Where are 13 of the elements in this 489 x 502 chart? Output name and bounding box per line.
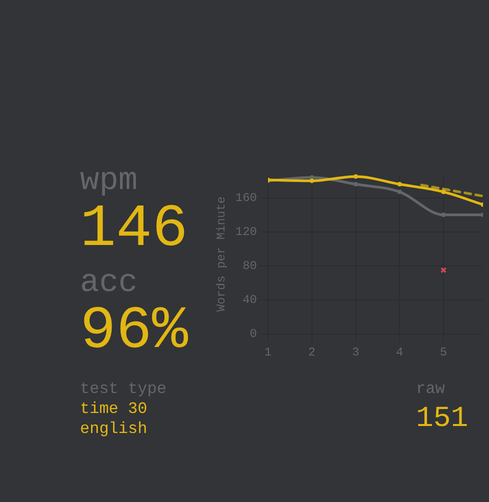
point bbox=[441, 190, 446, 194]
text: 151 bbox=[416, 402, 468, 435]
point bbox=[397, 190, 402, 194]
text: english bbox=[80, 419, 148, 439]
text: 146 bbox=[80, 196, 188, 264]
point bbox=[353, 174, 358, 179]
point bbox=[310, 178, 314, 184]
point bbox=[397, 182, 402, 187]
text: 96% bbox=[80, 298, 188, 366]
text: time 30 bbox=[80, 399, 148, 419]
point bbox=[441, 212, 446, 218]
point bbox=[440, 267, 447, 274]
point bbox=[353, 182, 358, 187]
